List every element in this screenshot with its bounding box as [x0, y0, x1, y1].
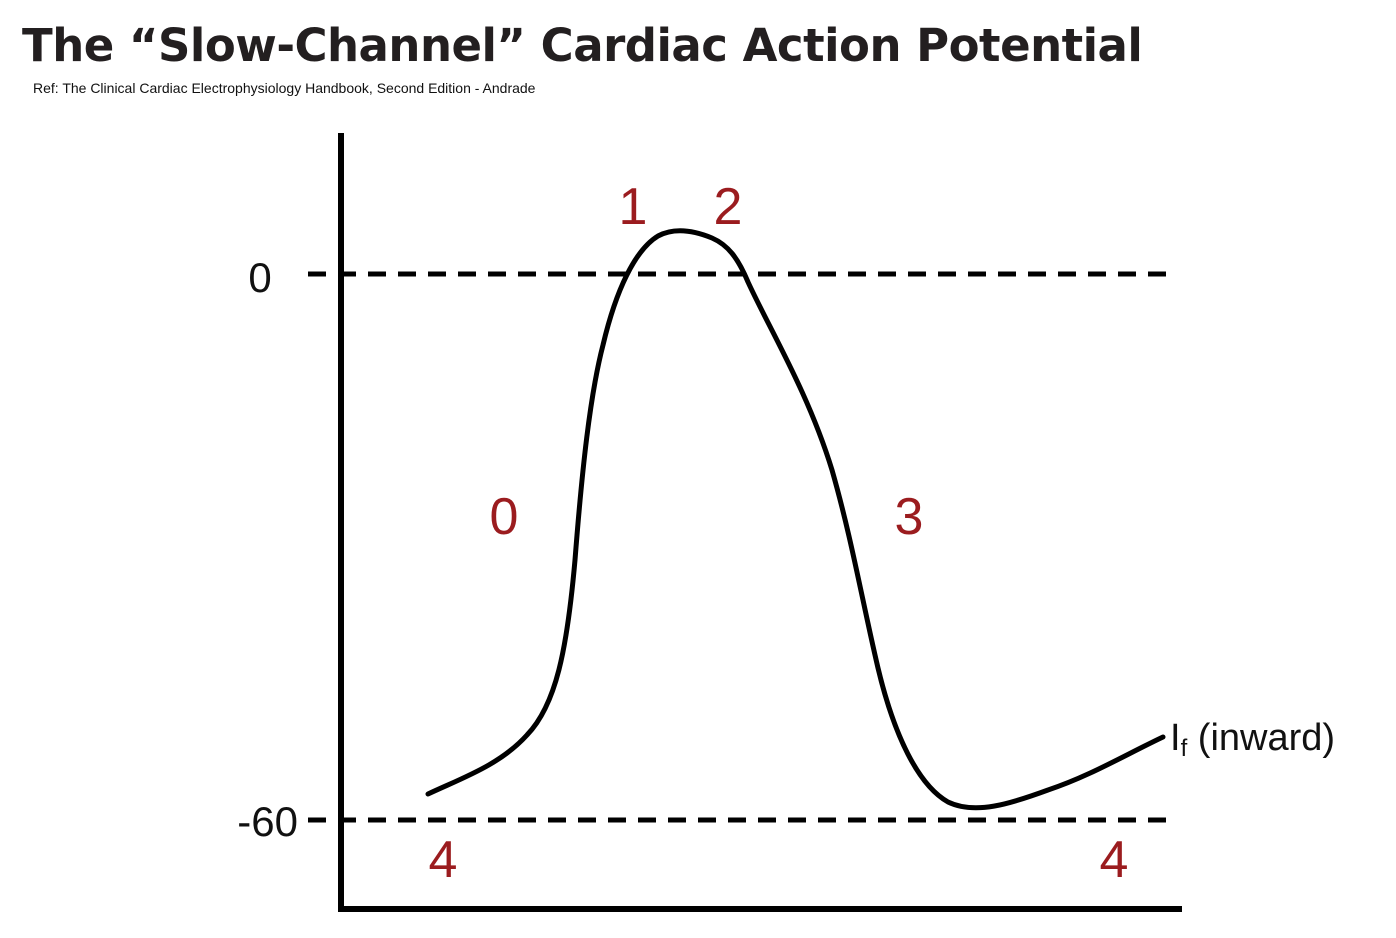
current-subscript: f	[1181, 735, 1188, 762]
y-axis-tick-minus-60: -60	[237, 798, 298, 845]
phase-2-label: 2	[714, 178, 743, 236]
action-potential-curve	[425, 228, 1166, 811]
y-axis-tick-zero: 0	[248, 254, 271, 301]
phase-1-label: 1	[619, 178, 648, 236]
phase-3-label: 3	[895, 488, 924, 546]
funny-current-label: If (inward)	[1170, 717, 1335, 762]
phase-0-label: 0	[490, 488, 519, 546]
phase-4-start-label: 4	[429, 831, 458, 889]
phase-4-end-label: 4	[1100, 831, 1129, 889]
current-suffix: (inward)	[1187, 717, 1335, 759]
page-title: The “Slow-Channel” Cardiac Action Potent…	[22, 19, 1143, 72]
reference-citation: Ref: The Clinical Cardiac Electrophysiol…	[33, 80, 536, 96]
current-symbol: I	[1170, 717, 1181, 759]
